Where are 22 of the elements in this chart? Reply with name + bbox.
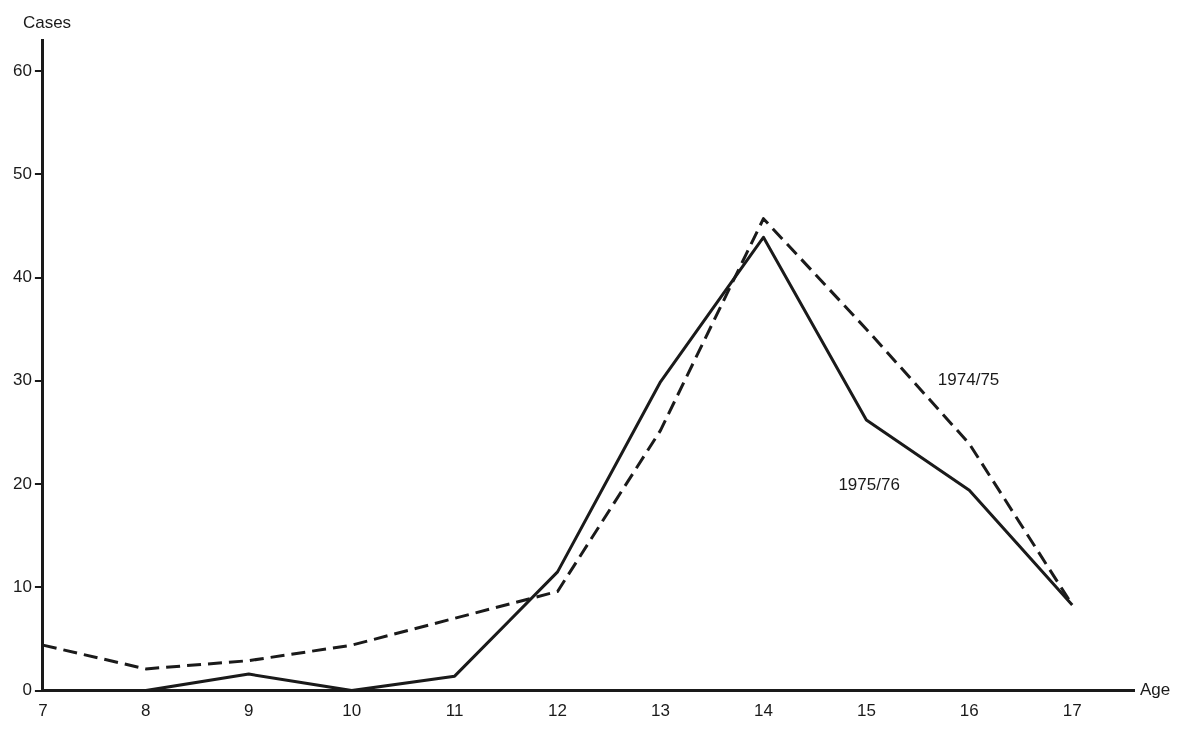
x-tick-label: 7	[38, 701, 48, 721]
x-tick-label: 10	[342, 701, 362, 721]
x-tick-label: 16	[959, 701, 979, 721]
y-tick-label: 10	[12, 577, 32, 597]
x-tick-label: 12	[548, 701, 568, 721]
x-tick-label: 14	[753, 701, 773, 721]
y-tick-label: 0	[22, 680, 32, 700]
x-tick-label: 9	[244, 701, 254, 721]
y-tick-label: 20	[12, 473, 32, 493]
y-tick-label: 60	[12, 60, 32, 80]
x-tick-label: 8	[141, 701, 151, 721]
y-tick-label: 50	[12, 163, 32, 183]
x-tick-label: 17	[1062, 701, 1082, 721]
y-axis-title: Cases	[22, 13, 72, 33]
series-label: 1974/75	[937, 370, 1000, 390]
x-tick-label: 11	[445, 701, 464, 721]
x-axis-title: Age	[1140, 680, 1171, 700]
series-label: 1975/76	[838, 474, 900, 494]
y-tick-label: 30	[12, 370, 32, 390]
x-tick-label: 15	[856, 701, 876, 721]
y-tick-label: 40	[12, 267, 32, 287]
x-tick-label: 13	[651, 701, 670, 721]
